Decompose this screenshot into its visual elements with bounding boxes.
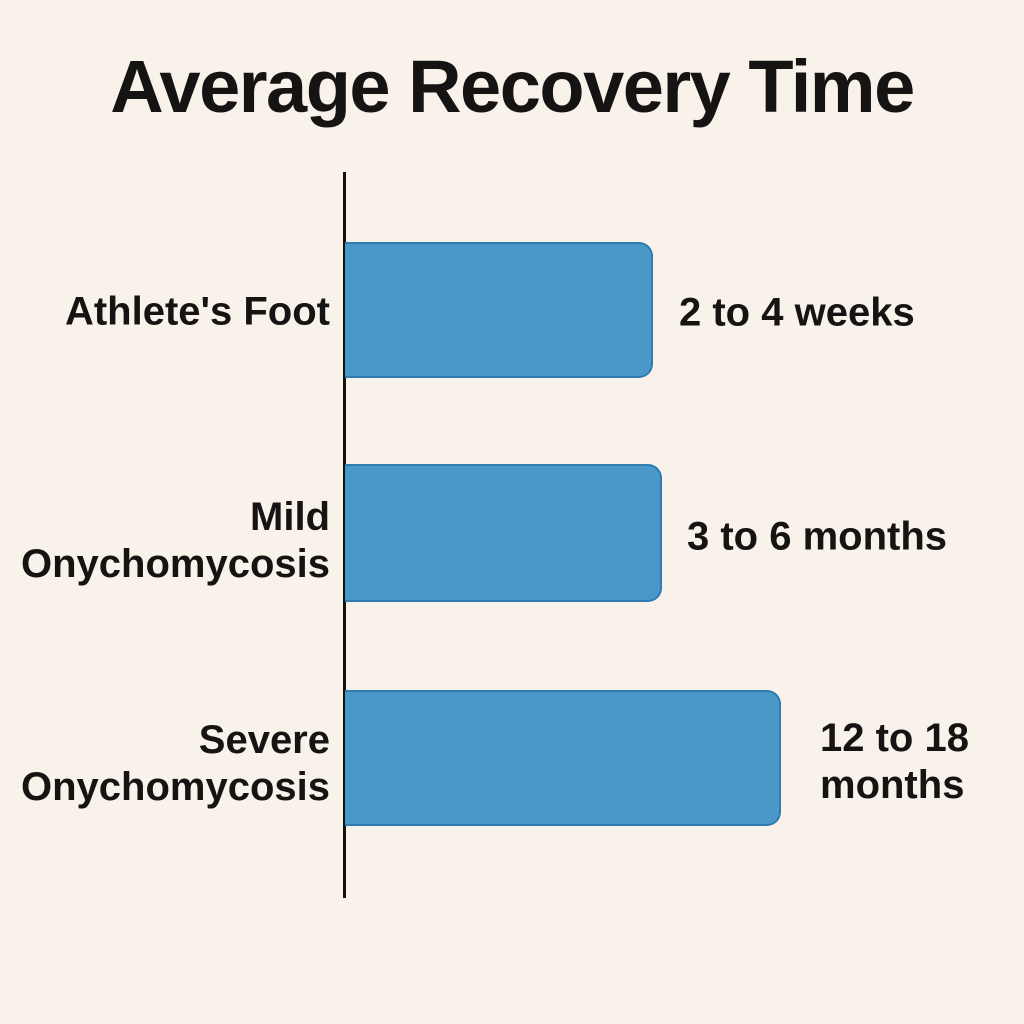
value-label-mild-onychomycosis: 3 to 6 months	[687, 514, 948, 559]
y-axis-line	[343, 172, 346, 898]
bar-severe-onychomycosis	[345, 690, 781, 826]
chart-title: Average Recovery Time	[110, 45, 915, 128]
bar-mild-onychomycosis	[345, 464, 662, 602]
category-label-mild-onychomycosis: Mild Onychomycosis	[20, 494, 330, 586]
bar-athletes-foot	[345, 242, 653, 378]
value-label-severe-onychomycosis: 12 to 18 months	[820, 715, 969, 807]
category-label-athletes-foot: Athlete's Foot	[64, 289, 330, 334]
value-label-athletes-foot: 2 to 4 weeks	[679, 290, 915, 335]
category-label-severe-onychomycosis: Severe Onychomycosis	[20, 717, 330, 809]
